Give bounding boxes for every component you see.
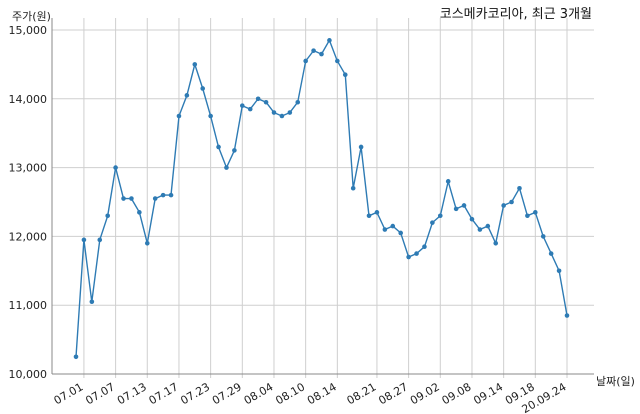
data-point — [461, 203, 467, 208]
data-point — [152, 196, 158, 201]
data-point — [493, 240, 499, 246]
data-point — [485, 223, 491, 229]
data-point — [81, 237, 87, 243]
data-point — [168, 192, 174, 198]
data-point — [350, 185, 356, 191]
x-tick-label: 08.27 — [376, 380, 410, 407]
x-tick-label: 07.07 — [83, 380, 117, 407]
x-tick-label: 07.23 — [178, 380, 212, 407]
data-point — [192, 62, 198, 67]
series-line — [75, 38, 568, 357]
data-point — [556, 268, 562, 274]
series-area — [73, 38, 570, 360]
data-point — [445, 179, 451, 184]
x-tick-label: 09.14 — [471, 380, 505, 407]
x-tick-label: 07.13 — [115, 380, 149, 407]
data-point — [533, 210, 538, 215]
y-tick-label: 14,000 — [9, 93, 48, 106]
y-tick-label: 15,000 — [9, 24, 48, 37]
axes: 10,000 11,000 12,000 13,000 14,000 15,000 07.0… — [9, 18, 594, 414]
data-point — [525, 213, 530, 219]
data-point — [287, 110, 293, 115]
data-point — [224, 165, 229, 170]
y-tick-label: 10,000 — [9, 368, 48, 381]
data-point — [398, 230, 403, 236]
data-point — [358, 144, 364, 150]
x-tick-label: 07.29 — [210, 380, 244, 407]
data-point — [477, 227, 483, 232]
data-point — [422, 244, 427, 250]
data-point — [374, 210, 380, 215]
data-point — [548, 251, 554, 256]
data-point — [121, 196, 126, 201]
x-tick-label: 09.02 — [408, 380, 442, 407]
data-point — [271, 110, 277, 115]
data-point — [137, 210, 142, 215]
data-point — [129, 196, 134, 201]
data-point — [247, 106, 253, 112]
x-tick-label: 07.01 — [52, 380, 86, 407]
y-tick-label: 13,000 — [9, 162, 48, 175]
x-axis-label: 날짜(일) — [596, 374, 635, 388]
x-tick-label: 08.04 — [242, 380, 276, 407]
y-tick-label: 12,000 — [9, 230, 48, 243]
data-point — [73, 354, 79, 360]
data-point — [97, 237, 103, 243]
data-point — [105, 213, 110, 219]
data-point — [469, 216, 475, 222]
data-point — [176, 113, 182, 119]
x-tick-label: 08.10 — [273, 380, 307, 407]
data-point — [327, 38, 332, 43]
data-point — [517, 185, 522, 191]
chart-title: 코스메카코리아, 최근 3개월 — [440, 7, 592, 22]
data-point — [232, 148, 237, 153]
data-point — [160, 192, 166, 198]
data-point — [184, 93, 190, 98]
data-point — [311, 48, 316, 53]
x-tick-label: 09.08 — [440, 380, 474, 407]
x-tick-label: 07.17 — [147, 380, 181, 407]
data-point — [279, 113, 285, 119]
grid — [52, 18, 594, 378]
data-point — [263, 99, 269, 105]
data-point — [342, 72, 348, 78]
data-point — [430, 220, 435, 225]
y-tick-label: 11,000 — [9, 299, 48, 312]
data-point — [366, 213, 372, 219]
data-point — [335, 58, 340, 64]
data-point — [89, 299, 95, 305]
data-point — [200, 86, 206, 91]
data-point — [540, 234, 546, 239]
data-point — [255, 96, 261, 102]
data-point — [295, 99, 301, 105]
data-point — [453, 206, 459, 212]
data-point — [406, 254, 411, 260]
labels: 코스메카코리아, 최근 3개월 주가(원) 날짜(일) — [12, 7, 635, 388]
data-point — [390, 223, 396, 229]
data-point — [564, 313, 570, 318]
data-point — [414, 251, 419, 256]
data-point — [382, 227, 388, 232]
data-point — [319, 51, 324, 57]
data-point — [437, 213, 443, 219]
data-point — [144, 240, 150, 246]
data-point — [216, 144, 221, 150]
x-tick-label: 08.21 — [345, 380, 379, 407]
data-point — [303, 58, 308, 64]
x-tick-label: 08.14 — [305, 380, 339, 407]
data-point — [501, 203, 506, 208]
y-axis-label: 주가(원) — [12, 10, 51, 23]
data-point — [113, 165, 118, 170]
data-point — [208, 113, 213, 119]
data-point — [509, 199, 514, 205]
data-point — [240, 103, 245, 108]
